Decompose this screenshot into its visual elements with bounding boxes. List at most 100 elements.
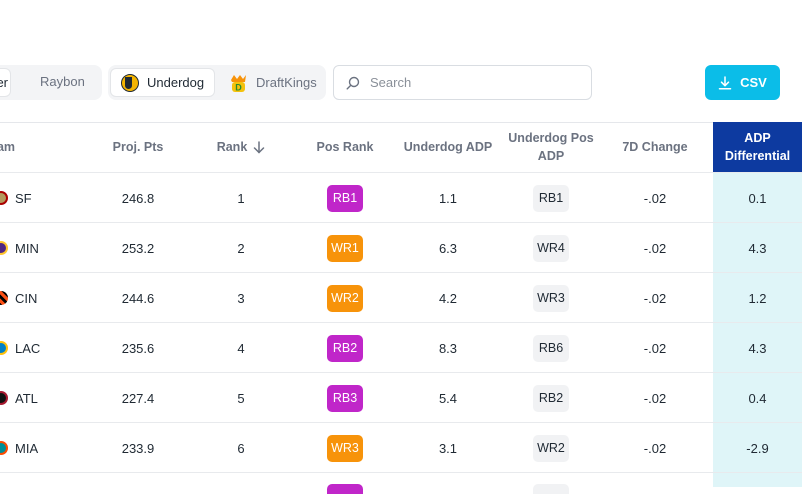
- underdog-pos-adp-badge: RB2: [533, 384, 569, 412]
- csv-download-button[interactable]: CSV: [705, 65, 780, 100]
- column-header-7d-change[interactable]: 7D Change: [610, 122, 700, 172]
- falcons-logo-icon: [0, 391, 8, 405]
- underdog-pos-adp-badge: WR2: [533, 434, 569, 462]
- team-abbreviation: MIN: [15, 240, 39, 256]
- rank-cell: 5: [237, 390, 245, 406]
- column-header-rank[interactable]: Rank: [196, 122, 286, 172]
- search-icon: [346, 76, 360, 90]
- underdog-adp-cell: 8.3: [438, 340, 458, 356]
- column-header-label: Rank: [216, 140, 248, 154]
- table-row-partial[interactable]: [0, 472, 802, 494]
- position-rank-badge: [327, 484, 363, 494]
- pos-rank-cell: RB2: [300, 323, 390, 373]
- position-rank-badge: RB1: [327, 184, 363, 212]
- svg-text:D: D: [235, 82, 242, 92]
- change-7d-cell: -.02: [643, 290, 667, 306]
- rank-cell: 3: [237, 290, 245, 306]
- 49ers-logo-icon: [0, 191, 8, 205]
- column-header-team[interactable]: eam: [0, 122, 50, 172]
- column-header-label: Underdog ADP: [403, 140, 493, 154]
- pos-rank-cell: WR2: [300, 273, 390, 323]
- pos-rank-cell: WR1: [300, 223, 390, 273]
- underdog-pos-adp-badge: WR4: [533, 234, 569, 262]
- position-rank-badge: RB2: [327, 334, 363, 362]
- projection-option-selected[interactable]: er: [0, 68, 11, 97]
- column-header-label: eam: [0, 140, 16, 154]
- team-cell: ATL: [0, 373, 54, 423]
- adp-differential-cell: 4.3: [748, 340, 767, 356]
- column-header-pos-rank[interactable]: Pos Rank: [300, 122, 390, 172]
- underdog-adp-cell: 1.1: [438, 190, 458, 206]
- column-header-proj-pts[interactable]: Proj. Pts: [98, 122, 178, 172]
- underdog-pos-adp-badge: [533, 484, 569, 494]
- vikings-logo-icon: [0, 241, 8, 255]
- sportsbook-label: DraftKings: [256, 75, 317, 90]
- underdog-pos-adp-badge: WR3: [533, 284, 569, 312]
- pos-rank-cell: RB1: [300, 173, 390, 223]
- column-header-adp-differential[interactable]: ADP Differential: [713, 122, 802, 172]
- team-cell: LAC: [0, 323, 54, 373]
- proj-pts-cell: 253.2: [121, 240, 155, 256]
- table-row[interactable]: CIN 244.6 3 4.2 -.02 1.2 WR2 WR3: [0, 272, 802, 323]
- change-7d-cell: -.02: [643, 390, 667, 406]
- underdog-pos-adp-cell: WR3: [505, 273, 597, 323]
- proj-pts-cell: 244.6: [121, 290, 155, 306]
- position-rank-badge: RB3: [327, 384, 363, 412]
- position-rank-badge: WR2: [327, 284, 363, 312]
- adp-differential-cell: 1.2: [748, 290, 767, 306]
- adp-differential-cell: 0.4: [748, 390, 767, 406]
- projection-source-toggle: er Raybon: [0, 65, 102, 100]
- underdog-adp-cell: 3.1: [438, 440, 458, 456]
- adp-differential-column-highlight: [713, 122, 802, 487]
- team-abbreviation: SF: [15, 190, 32, 206]
- underdog-pos-adp-cell: WR2: [505, 423, 597, 473]
- bengals-logo-icon: [0, 291, 8, 305]
- pos-rank-cell: RB3: [300, 373, 390, 423]
- adp-differential-cell: -2.9: [746, 440, 769, 456]
- rank-cell: 2: [237, 240, 245, 256]
- table-row[interactable]: MIN 253.2 2 6.3 -.02 4.3 WR1 WR4: [0, 222, 802, 273]
- column-header-underdog-pos-adp[interactable]: Underdog Pos ADP: [505, 122, 597, 172]
- underdog-pos-adp-cell: RB1: [505, 173, 597, 223]
- underdog-pos-adp-cell: RB6: [505, 323, 597, 373]
- draftkings-logo-icon: D: [231, 74, 246, 92]
- projection-option-label: er: [0, 75, 8, 90]
- proj-pts-cell: 233.9: [121, 440, 155, 456]
- column-header-underdog-adp[interactable]: Underdog ADP: [398, 122, 498, 172]
- column-header-label: Pos Rank: [316, 140, 374, 154]
- adp-differential-cell: 0.1: [748, 190, 767, 206]
- change-7d-cell: -.02: [643, 240, 667, 256]
- search-input[interactable]: [368, 74, 572, 91]
- change-7d-cell: -.02: [643, 190, 667, 206]
- rankings-table: [0, 122, 802, 488]
- table-row[interactable]: LAC 235.6 4 8.3 -.02 4.3 RB2 RB6: [0, 322, 802, 373]
- position-rank-badge: WR3: [327, 434, 363, 462]
- underdog-adp-cell: 5.4: [438, 390, 458, 406]
- rank-cell: 6: [237, 440, 245, 456]
- underdog-pos-adp-badge: RB6: [533, 334, 569, 362]
- team-abbreviation: ATL: [15, 390, 38, 406]
- sportsbook-option-underdog[interactable]: Underdog: [110, 68, 216, 97]
- search-box[interactable]: [333, 65, 592, 100]
- team-abbreviation: CIN: [15, 290, 38, 306]
- sportsbook-option-draftkings[interactable]: D DraftKings: [224, 68, 327, 97]
- projection-option-raybon[interactable]: Raybon: [40, 74, 85, 89]
- download-icon: [718, 75, 732, 90]
- sportsbook-toggle: Underdog D DraftKings: [108, 65, 326, 100]
- proj-pts-cell: 246.8: [121, 190, 155, 206]
- team-cell: SF: [0, 173, 54, 223]
- column-header-label: 7D Change: [622, 140, 688, 154]
- table-row[interactable]: SF 246.8 1 1.1 -.02 0.1 RB1 RB1: [0, 172, 802, 223]
- underdog-pos-adp-cell: RB2: [505, 373, 597, 423]
- team-abbreviation: LAC: [15, 340, 41, 356]
- table-row[interactable]: MIA 233.9 6 3.1 -.02 -2.9 WR3 WR2: [0, 422, 802, 473]
- proj-pts-cell: 235.6: [121, 340, 155, 356]
- column-header-label: Underdog Pos ADP: [508, 131, 594, 163]
- dolphins-logo-icon: [0, 441, 8, 455]
- column-header-label: ADP Differential: [724, 131, 791, 163]
- adp-differential-cell: 4.3: [748, 240, 767, 256]
- sportsbook-label: Underdog: [147, 75, 205, 90]
- underdog-pos-adp-cell: WR4: [505, 223, 597, 273]
- table-row[interactable]: ATL 227.4 5 5.4 -.02 0.4 RB3 RB2: [0, 372, 802, 423]
- team-abbreviation: MIA: [15, 440, 39, 456]
